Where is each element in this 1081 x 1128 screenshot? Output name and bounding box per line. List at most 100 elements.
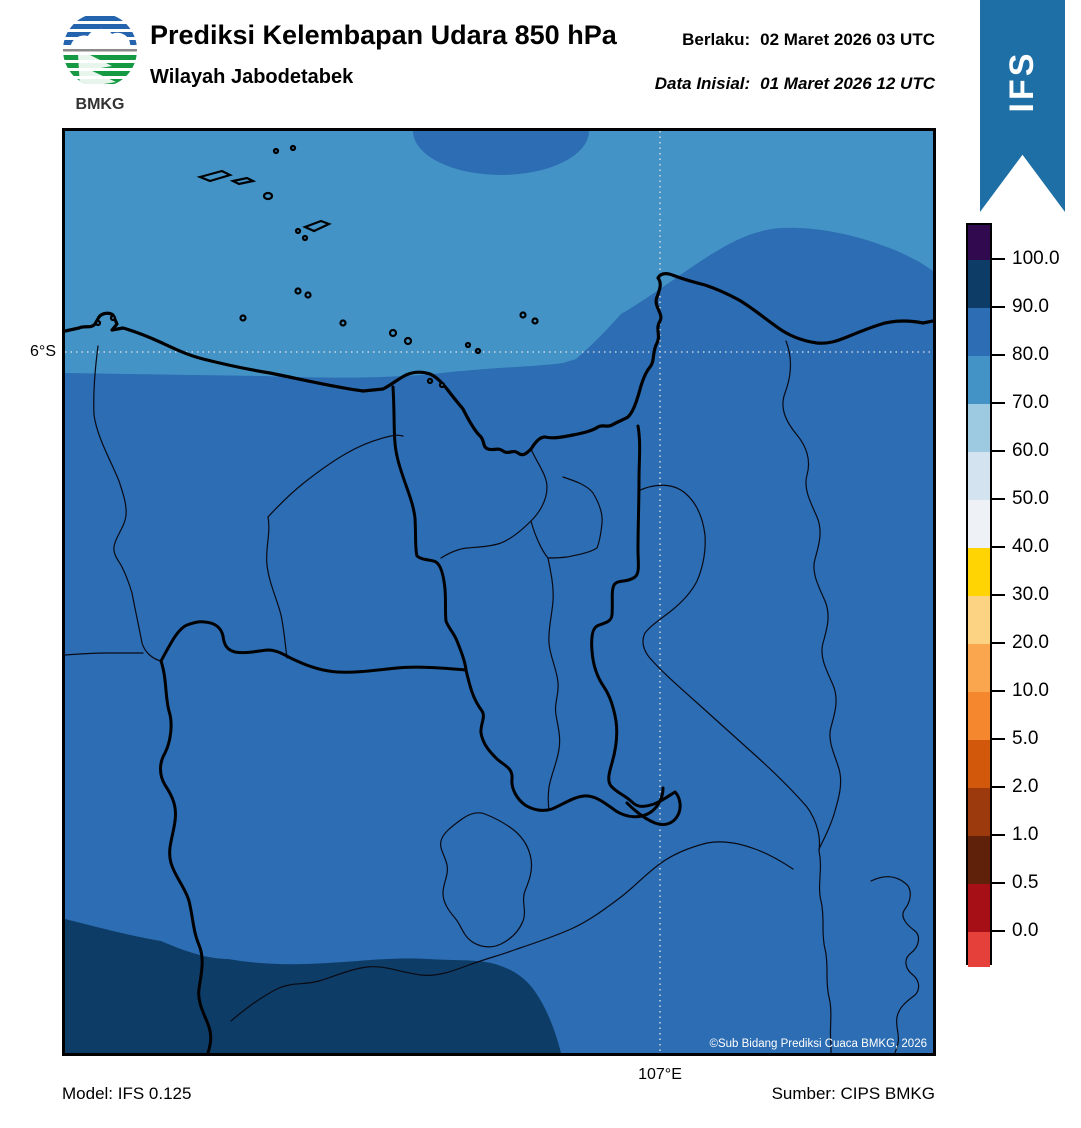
colorbar-tick-mark bbox=[992, 690, 1005, 692]
colorbar-tick-mark bbox=[992, 786, 1005, 788]
colorbar-tick-label: 90.0 bbox=[1012, 296, 1049, 317]
island bbox=[301, 234, 309, 242]
map-panel: ©Sub Bidang Prediksi Cuaca BMKG, 2026 bbox=[62, 87, 936, 1056]
colorbar-tick-mark bbox=[992, 930, 1005, 932]
island bbox=[388, 328, 398, 338]
colorbar-tick-label: 60.0 bbox=[1012, 440, 1049, 461]
colorbar-segment bbox=[968, 308, 990, 356]
island bbox=[262, 191, 274, 201]
colorbar-tick-label: 1.0 bbox=[1012, 824, 1039, 845]
colorbar-segment bbox=[968, 404, 990, 452]
island bbox=[403, 336, 413, 346]
colorbar-segment bbox=[968, 692, 990, 740]
province-boundary-bogor-mid bbox=[464, 668, 665, 819]
model-ribbon-label: IFS bbox=[1003, 50, 1041, 113]
longitude-tick-label: 107°E bbox=[638, 1066, 682, 1083]
island bbox=[294, 287, 302, 295]
island bbox=[196, 169, 233, 183]
island bbox=[302, 219, 332, 233]
island bbox=[531, 317, 539, 325]
island bbox=[464, 341, 472, 349]
province-boundary-jakarta-east bbox=[590, 424, 682, 827]
colorbar-tick-mark bbox=[992, 882, 1005, 884]
colorbar-tick-mark bbox=[992, 306, 1005, 308]
colorbar-tick-mark bbox=[992, 594, 1005, 596]
district-boundary-bogor-city bbox=[440, 812, 533, 948]
district-boundary-west-horizontal bbox=[64, 652, 144, 656]
page-subtitle: Wilayah Jabodetabek bbox=[150, 66, 354, 88]
valid-time-label: Berlaku: bbox=[682, 30, 751, 49]
colorbar-tick-mark bbox=[992, 498, 1005, 500]
province-boundary-banten-south bbox=[159, 659, 213, 1055]
district-boundary-south bbox=[230, 841, 794, 1022]
island bbox=[474, 347, 482, 355]
island bbox=[304, 291, 312, 299]
colorbar-segment bbox=[968, 932, 990, 967]
islet bbox=[426, 377, 434, 385]
province-boundary-bogor-north bbox=[159, 620, 468, 674]
colorbar-tick-label: 70.0 bbox=[1012, 392, 1049, 413]
colorbar-segment bbox=[968, 788, 990, 836]
humidity-90-100-region bbox=[65, 919, 561, 1053]
islet bbox=[438, 381, 446, 389]
coastline-path bbox=[63, 272, 935, 457]
init-time-line: Data Inisial: 01 Maret 2026 12 UTC bbox=[655, 74, 935, 94]
colorbar-segment bbox=[968, 356, 990, 404]
colorbar-tick-mark bbox=[992, 402, 1005, 404]
colorbar-tick-label: 40.0 bbox=[1012, 536, 1049, 557]
island bbox=[339, 319, 347, 327]
colorbar-tick-label: 10.0 bbox=[1012, 680, 1049, 701]
islands-group bbox=[94, 144, 539, 389]
colorbar-segment bbox=[968, 596, 990, 644]
district-boundary-jakarta-inner-1 bbox=[440, 448, 548, 559]
colorbar-tick-mark bbox=[992, 642, 1005, 644]
colorbar-tick-label: 20.0 bbox=[1012, 632, 1049, 653]
colorbar-tick-label: 0.5 bbox=[1012, 872, 1039, 893]
island bbox=[519, 311, 527, 319]
island bbox=[94, 319, 102, 327]
colorbar-tick-mark bbox=[992, 354, 1005, 356]
colorbar-tick-mark bbox=[992, 450, 1005, 452]
init-time-label: Data Inisial: bbox=[654, 74, 751, 93]
colorbar-segment bbox=[968, 884, 990, 932]
bmkg-logo-icon bbox=[63, 13, 137, 87]
district-boundary-bekasi-karawang bbox=[782, 340, 842, 850]
colorbar-tick-label: 50.0 bbox=[1012, 488, 1049, 509]
island bbox=[239, 314, 247, 322]
colorbar-segment bbox=[968, 548, 990, 596]
humidity-70-80-region bbox=[65, 131, 933, 378]
colorbar-tick-label: 0.0 bbox=[1012, 920, 1039, 941]
colorbar-tick-label: 5.0 bbox=[1012, 728, 1039, 749]
latitude-tick-label: 6°S bbox=[30, 343, 56, 360]
district-boundary-tangerang-south bbox=[265, 516, 288, 659]
colorbar-tick-mark bbox=[992, 834, 1005, 836]
island bbox=[289, 144, 297, 152]
colorbar-segment bbox=[968, 836, 990, 884]
district-boundary-southeast bbox=[818, 850, 832, 1054]
colorbar-segment bbox=[968, 644, 990, 692]
model-label: Model: IFS 0.125 bbox=[62, 1084, 192, 1103]
colorbar-tick-label: 2.0 bbox=[1012, 776, 1039, 797]
island bbox=[272, 147, 280, 155]
colorbar-tick-label: 100.0 bbox=[1012, 248, 1060, 269]
colorbar-tick-mark bbox=[992, 546, 1005, 548]
district-boundaries bbox=[64, 340, 920, 1054]
colorbar-tick-mark bbox=[992, 738, 1005, 740]
colorbar-segment bbox=[968, 452, 990, 500]
colorbar bbox=[966, 223, 992, 967]
colorbar-segment bbox=[968, 260, 990, 308]
colorbar-segment bbox=[968, 740, 990, 788]
district-boundary-tangerang-west bbox=[93, 345, 162, 662]
bmkg-logo: BMKG bbox=[63, 13, 137, 113]
valid-time-value: 02 Maret 2026 03 UTC bbox=[760, 30, 935, 49]
valid-time-line: Berlaku: 02 Maret 2026 03 UTC bbox=[682, 30, 935, 50]
bmkg-logo-text: BMKG bbox=[76, 96, 125, 113]
humidity-map: ©Sub Bidang Prediksi Cuaca BMKG, 2026 bbox=[63, 87, 935, 1055]
map-copyright: ©Sub Bidang Prediksi Cuaca BMKG, 2026 bbox=[709, 1038, 927, 1050]
district-boundary-depok-east bbox=[547, 557, 561, 811]
province-boundary-jakarta-west bbox=[391, 385, 468, 672]
province-boundaries bbox=[159, 385, 682, 1055]
page-title: Prediksi Kelembapan Udara 850 hPa bbox=[150, 20, 617, 50]
island bbox=[229, 176, 257, 186]
